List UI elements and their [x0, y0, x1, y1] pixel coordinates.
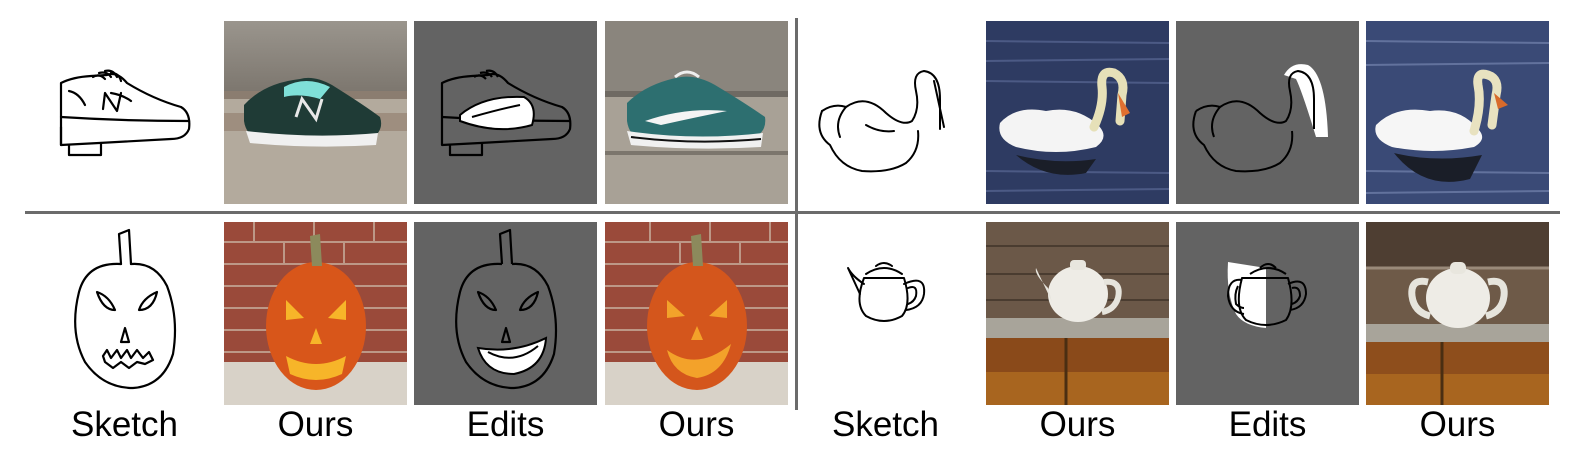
column-label-ours: Ours — [277, 405, 354, 444]
horizontal-divider — [25, 211, 1560, 214]
column-label-ours: Ours — [1419, 405, 1496, 444]
swan-edited-result — [1366, 21, 1549, 204]
sneaker-sketch — [33, 21, 216, 204]
column-label-edits: Edits — [1228, 405, 1307, 444]
pumpkin-edited-result — [605, 222, 788, 405]
sneaker-edit — [414, 21, 597, 204]
teapot-edit — [1176, 222, 1359, 405]
column-label-edits: Edits — [466, 405, 545, 444]
teapot-edited-result — [1366, 222, 1549, 405]
sneaker-edited-result — [605, 21, 788, 204]
swan-edit — [1176, 21, 1359, 204]
sneaker-result — [224, 21, 407, 204]
pumpkin-edit — [414, 222, 597, 405]
pumpkin-sketch — [33, 222, 216, 405]
column-label-ours: Ours — [658, 405, 735, 444]
teapot-sketch — [794, 222, 977, 405]
column-label-sketch: Sketch — [71, 405, 178, 444]
teapot-result — [986, 222, 1169, 405]
pumpkin-result — [224, 222, 407, 405]
column-label-sketch: Sketch — [832, 405, 939, 444]
column-label-ours: Ours — [1039, 405, 1116, 444]
swan-result — [986, 21, 1169, 204]
swan-sketch — [794, 21, 977, 204]
vertical-divider — [795, 18, 798, 410]
